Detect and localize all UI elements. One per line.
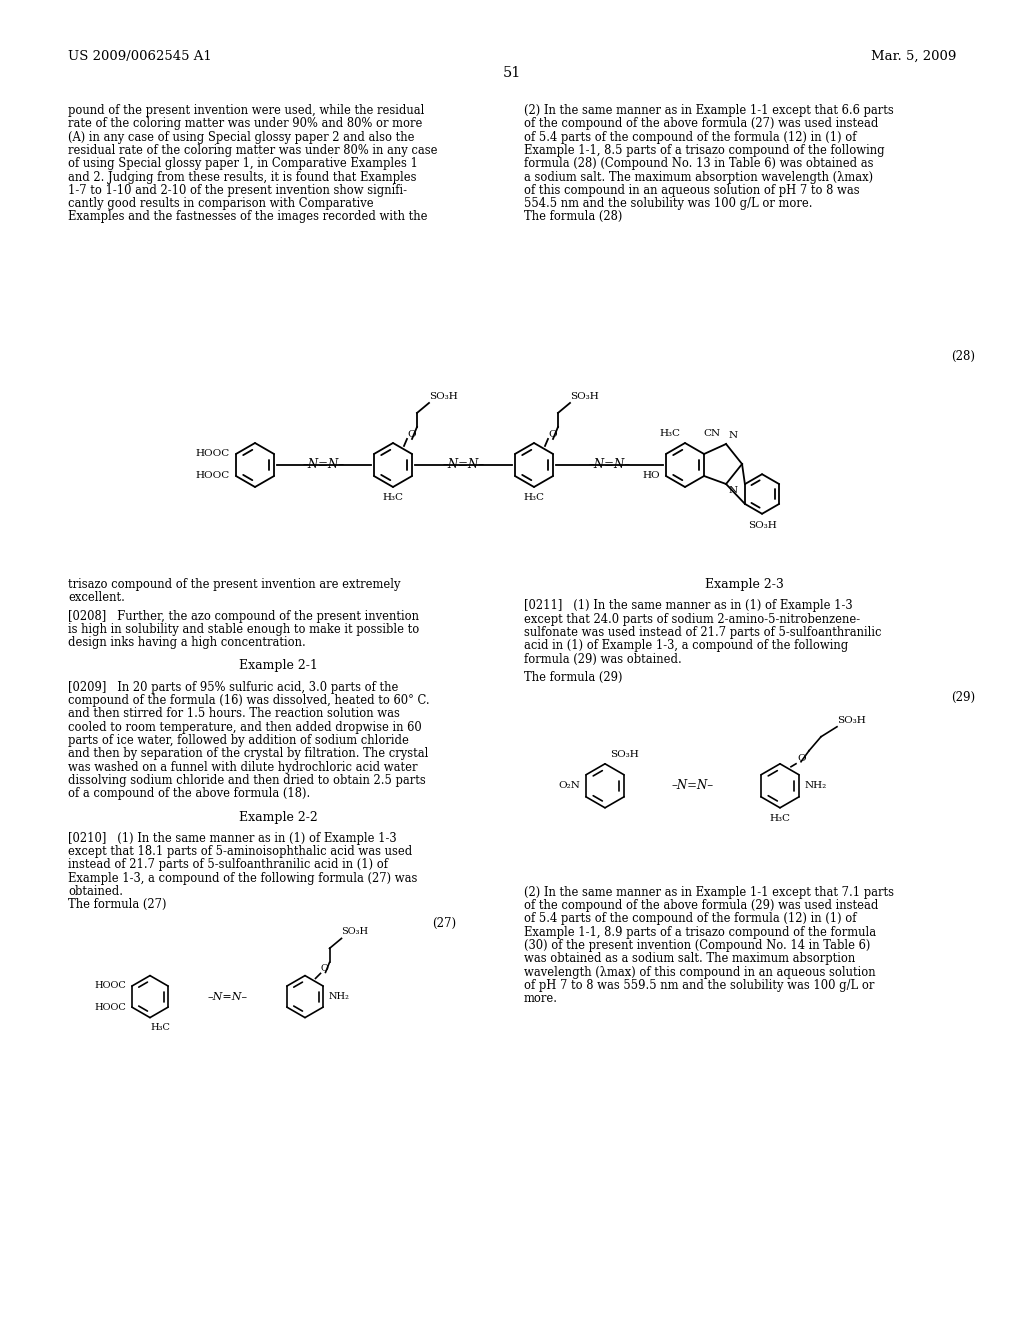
Text: excellent.: excellent. xyxy=(68,591,125,605)
Text: HOOC: HOOC xyxy=(196,471,230,480)
Text: The formula (28): The formula (28) xyxy=(524,210,623,223)
Text: O₂N: O₂N xyxy=(558,781,580,791)
Text: SO₃H: SO₃H xyxy=(748,521,776,529)
Text: Example 2-1: Example 2-1 xyxy=(239,660,317,672)
Text: (2) In the same manner as in Example 1-1 except that 7.1 parts: (2) In the same manner as in Example 1-1… xyxy=(524,886,894,899)
Text: N: N xyxy=(728,486,737,495)
Text: CN: CN xyxy=(703,429,720,438)
Text: of the compound of the above formula (27) was used instead: of the compound of the above formula (27… xyxy=(524,117,879,131)
Text: (29): (29) xyxy=(951,690,975,704)
Text: Example 2-2: Example 2-2 xyxy=(239,810,317,824)
Text: Examples and the fastnesses of the images recorded with the: Examples and the fastnesses of the image… xyxy=(68,210,427,223)
Text: of this compound in an aqueous solution of pH 7 to 8 was: of this compound in an aqueous solution … xyxy=(524,183,859,197)
Text: was washed on a funnel with dilute hydrochloric acid water: was washed on a funnel with dilute hydro… xyxy=(68,760,418,774)
Text: and then by separation of the crystal by filtration. The crystal: and then by separation of the crystal by… xyxy=(68,747,428,760)
Text: SO₃H: SO₃H xyxy=(341,928,369,936)
Text: H₃C: H₃C xyxy=(523,492,545,502)
Text: O: O xyxy=(407,430,416,440)
Text: The formula (27): The formula (27) xyxy=(68,899,167,911)
Text: (A) in any case of using Special glossy paper 2 and also the: (A) in any case of using Special glossy … xyxy=(68,131,415,144)
Text: and then stirred for 1.5 hours. The reaction solution was: and then stirred for 1.5 hours. The reac… xyxy=(68,708,400,721)
Text: is high in solubility and stable enough to make it possible to: is high in solubility and stable enough … xyxy=(68,623,419,636)
Text: pound of the present invention were used, while the residual: pound of the present invention were used… xyxy=(68,104,424,117)
Text: (28): (28) xyxy=(951,350,975,363)
Text: trisazo compound of the present invention are extremely: trisazo compound of the present inventio… xyxy=(68,578,400,591)
Text: Example 1-1, 8.5 parts of a trisazo compound of the following: Example 1-1, 8.5 parts of a trisazo comp… xyxy=(524,144,885,157)
Text: parts of ice water, followed by addition of sodium chloride: parts of ice water, followed by addition… xyxy=(68,734,409,747)
Text: HO: HO xyxy=(642,470,660,479)
Text: H₃C: H₃C xyxy=(659,429,681,438)
Text: design inks having a high concentration.: design inks having a high concentration. xyxy=(68,636,306,649)
Text: –N=N–: –N=N– xyxy=(303,458,345,471)
Text: except that 18.1 parts of 5-aminoisophthalic acid was used: except that 18.1 parts of 5-aminoisophth… xyxy=(68,845,413,858)
Text: SO₃H: SO₃H xyxy=(570,392,599,401)
Text: Mar. 5, 2009: Mar. 5, 2009 xyxy=(870,50,956,63)
Text: [0211]   (1) In the same manner as in (1) of Example 1-3: [0211] (1) In the same manner as in (1) … xyxy=(524,599,853,612)
Text: (30) of the present invention (Compound No. 14 in Table 6): (30) of the present invention (Compound … xyxy=(524,939,870,952)
Text: formula (28) (Compound No. 13 in Table 6) was obtained as: formula (28) (Compound No. 13 in Table 6… xyxy=(524,157,873,170)
Text: was obtained as a sodium salt. The maximum absorption: was obtained as a sodium salt. The maxim… xyxy=(524,952,855,965)
Text: Example 1-1, 8.9 parts of a trisazo compound of the formula: Example 1-1, 8.9 parts of a trisazo comp… xyxy=(524,925,877,939)
Text: Example 2-3: Example 2-3 xyxy=(705,578,783,591)
Text: H₃C: H₃C xyxy=(383,492,403,502)
Text: N: N xyxy=(728,432,737,440)
Text: US 2009/0062545 A1: US 2009/0062545 A1 xyxy=(68,50,212,63)
Text: obtained.: obtained. xyxy=(68,884,123,898)
Text: –N=N–: –N=N– xyxy=(442,458,484,471)
Text: a sodium salt. The maximum absorption wavelength (λmax): a sodium salt. The maximum absorption wa… xyxy=(524,170,873,183)
Text: acid in (1) of Example 1-3, a compound of the following: acid in (1) of Example 1-3, a compound o… xyxy=(524,639,848,652)
Text: cooled to room temperature, and then added dropwise in 60: cooled to room temperature, and then add… xyxy=(68,721,422,734)
Text: compound of the formula (16) was dissolved, heated to 60° C.: compound of the formula (16) was dissolv… xyxy=(68,694,430,708)
Text: residual rate of the coloring matter was under 80% in any case: residual rate of the coloring matter was… xyxy=(68,144,437,157)
Text: The formula (29): The formula (29) xyxy=(524,671,623,684)
Text: 51: 51 xyxy=(503,66,521,81)
Text: of 5.4 parts of the compound of the formula (12) in (1) of: of 5.4 parts of the compound of the form… xyxy=(524,131,856,144)
Text: SO₃H: SO₃H xyxy=(610,750,639,759)
Text: HOOC: HOOC xyxy=(94,981,126,990)
Text: of using Special glossy paper 1, in Comparative Examples 1: of using Special glossy paper 1, in Comp… xyxy=(68,157,418,170)
Text: [0208]   Further, the azo compound of the present invention: [0208] Further, the azo compound of the … xyxy=(68,610,419,623)
Text: O: O xyxy=(548,430,557,440)
Text: more.: more. xyxy=(524,993,558,1006)
Text: H₃C: H₃C xyxy=(769,814,791,822)
Text: [0210]   (1) In the same manner as in (1) of Example 1-3: [0210] (1) In the same manner as in (1) … xyxy=(68,832,396,845)
Text: (2) In the same manner as in Example 1-1 except that 6.6 parts: (2) In the same manner as in Example 1-1… xyxy=(524,104,894,117)
Text: sulfonate was used instead of 21.7 parts of 5-sulfoanthranilic: sulfonate was used instead of 21.7 parts… xyxy=(524,626,882,639)
Text: and 2. Judging from these results, it is found that Examples: and 2. Judging from these results, it is… xyxy=(68,170,417,183)
Text: of 5.4 parts of the compound of the formula (12) in (1) of: of 5.4 parts of the compound of the form… xyxy=(524,912,856,925)
Text: formula (29) was obtained.: formula (29) was obtained. xyxy=(524,652,682,665)
Text: H₃C: H₃C xyxy=(151,1023,170,1032)
Text: –N=N–: –N=N– xyxy=(589,458,631,471)
Text: dissolving sodium chloride and then dried to obtain 2.5 parts: dissolving sodium chloride and then drie… xyxy=(68,774,426,787)
Text: SO₃H: SO₃H xyxy=(837,715,865,725)
Text: HOOC: HOOC xyxy=(196,450,230,458)
Text: 554.5 nm and the solubility was 100 g/L or more.: 554.5 nm and the solubility was 100 g/L … xyxy=(524,197,812,210)
Text: HOOC: HOOC xyxy=(94,1003,126,1012)
Text: (27): (27) xyxy=(432,916,456,929)
Text: –N=N–: –N=N– xyxy=(208,991,248,1002)
Text: rate of the coloring matter was under 90% and 80% or more: rate of the coloring matter was under 90… xyxy=(68,117,422,131)
Text: SO₃H: SO₃H xyxy=(429,392,458,401)
Text: of a compound of the above formula (18).: of a compound of the above formula (18). xyxy=(68,787,310,800)
Text: [0209]   In 20 parts of 95% sulfuric acid, 3.0 parts of the: [0209] In 20 parts of 95% sulfuric acid,… xyxy=(68,681,398,694)
Text: O: O xyxy=(797,754,806,763)
Text: NH₂: NH₂ xyxy=(805,781,827,791)
Text: of the compound of the above formula (29) was used instead: of the compound of the above formula (29… xyxy=(524,899,879,912)
Text: Example 1-3, a compound of the following formula (27) was: Example 1-3, a compound of the following… xyxy=(68,871,418,884)
Text: of pH 7 to 8 was 559.5 nm and the solubility was 100 g/L or: of pH 7 to 8 was 559.5 nm and the solubi… xyxy=(524,979,874,991)
Text: except that 24.0 parts of sodium 2-amino-5-nitrobenzene-: except that 24.0 parts of sodium 2-amino… xyxy=(524,612,860,626)
Text: –N=N–: –N=N– xyxy=(672,779,714,792)
Text: instead of 21.7 parts of 5-sulfoanthranilic acid in (1) of: instead of 21.7 parts of 5-sulfoanthrani… xyxy=(68,858,388,871)
Text: cantly good results in comparison with Comparative: cantly good results in comparison with C… xyxy=(68,197,374,210)
Text: O: O xyxy=(321,965,329,973)
Text: 1-7 to 1-10 and 2-10 of the present invention show signifi-: 1-7 to 1-10 and 2-10 of the present inve… xyxy=(68,183,407,197)
Text: NH₂: NH₂ xyxy=(329,993,350,1001)
Text: wavelength (λmax) of this compound in an aqueous solution: wavelength (λmax) of this compound in an… xyxy=(524,966,876,978)
